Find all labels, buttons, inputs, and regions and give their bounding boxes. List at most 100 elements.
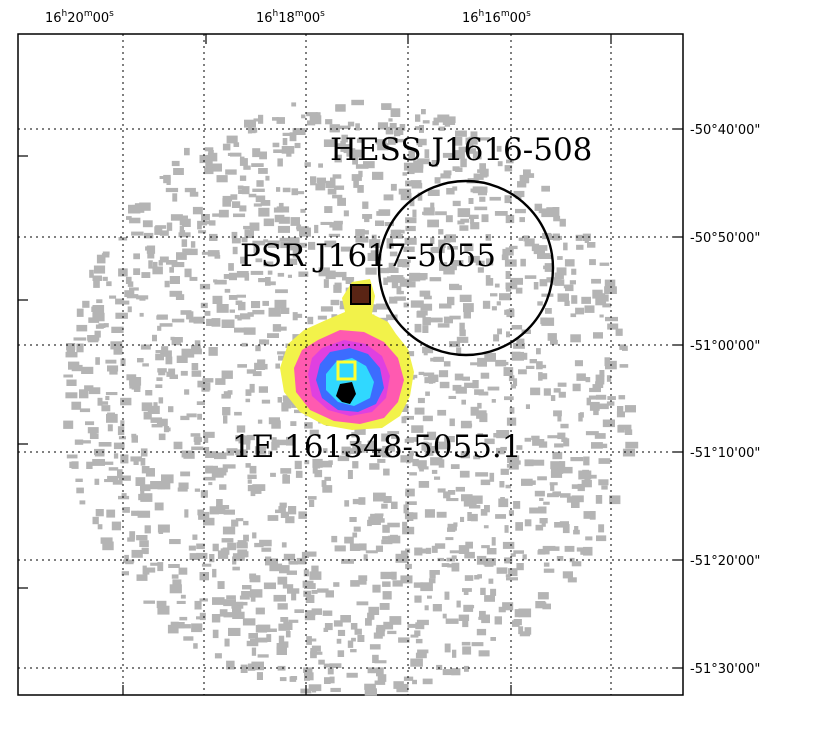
noise-pixel (214, 452, 227, 460)
noise-pixel (337, 650, 345, 657)
noise-pixel (403, 504, 409, 514)
noise-pixel (281, 402, 289, 412)
noise-pixel (400, 575, 413, 584)
noise-pixel (131, 231, 144, 236)
noise-pixel (245, 463, 251, 468)
noise-pixel (276, 117, 285, 124)
noise-pixel (444, 643, 451, 653)
noise-pixel (550, 482, 555, 491)
noise-pixel (541, 208, 555, 218)
noise-pixel (141, 466, 150, 474)
noise-pixel (155, 350, 165, 353)
noise-pixel (392, 580, 403, 587)
noise-pixel (285, 631, 291, 638)
noise-pixel (277, 603, 288, 610)
noise-pixel (525, 365, 535, 369)
noise-pixel (129, 217, 141, 224)
noise-pixel (222, 526, 236, 535)
noise-pixel (273, 207, 284, 213)
noise-pixel (495, 514, 506, 519)
noise-pixel (344, 500, 350, 507)
noise-pixel (458, 146, 468, 153)
noise-pixel (334, 154, 342, 163)
noise-pixel (300, 208, 306, 213)
noise-pixel (410, 180, 422, 187)
noise-pixel (118, 436, 126, 440)
noise-pixel (403, 302, 409, 308)
noise-pixel (252, 148, 261, 158)
noise-pixel (239, 595, 250, 600)
noise-pixel (112, 480, 123, 485)
noise-pixel (462, 646, 472, 655)
noise-pixel (414, 630, 421, 637)
noise-pixel (605, 316, 618, 322)
noise-pixel (414, 547, 423, 556)
noise-pixel (599, 262, 610, 266)
noise-pixel (581, 480, 592, 488)
noise-pixel (212, 597, 225, 605)
noise-pixel (496, 301, 501, 306)
noise-pixel (506, 309, 515, 318)
noise-pixel (437, 557, 444, 562)
noise-pixel (63, 374, 73, 378)
noise-pixel (503, 367, 514, 376)
noise-pixel (547, 435, 559, 439)
noise-pixel (278, 439, 287, 446)
noise-pixel (449, 315, 461, 320)
noise-pixel (204, 167, 214, 175)
noise-pixel (238, 301, 246, 311)
noise-pixel (494, 283, 500, 288)
noise-pixel (239, 205, 247, 212)
noise-pixel (325, 119, 333, 125)
noise-pixel (459, 225, 469, 231)
noise-pixel (542, 603, 551, 610)
noise-pixel (539, 497, 544, 501)
noise-pixel (124, 554, 129, 564)
noise-pixel (469, 256, 474, 261)
noise-pixel (518, 369, 527, 375)
noise-pixel (272, 324, 282, 332)
noise-pixel (524, 627, 532, 635)
noise-pixel (435, 211, 447, 216)
noise-pixel (311, 589, 318, 594)
noise-pixel (556, 556, 564, 561)
noise-pixel (333, 620, 343, 627)
noise-pixel (327, 668, 334, 675)
noise-pixel (468, 141, 474, 148)
noise-pixel (524, 519, 532, 527)
noise-pixel (144, 549, 149, 555)
noise-pixel (146, 245, 156, 254)
noise-pixel (618, 395, 626, 400)
noise-pixel (308, 638, 317, 642)
noise-pixel (377, 674, 387, 682)
noise-pixel (558, 391, 566, 398)
noise-pixel (405, 501, 417, 505)
noise-pixel (113, 345, 123, 355)
noise-pixel (349, 517, 357, 522)
noise-pixel (303, 569, 309, 577)
noise-pixel (531, 459, 545, 466)
noise-pixel (156, 418, 168, 427)
noise-pixel (66, 343, 76, 351)
noise-pixel (231, 238, 241, 244)
noise-pixel (394, 130, 401, 137)
noise-pixel (456, 600, 461, 608)
noise-pixel (271, 420, 281, 429)
noise-pixel (367, 519, 372, 527)
noise-pixel (471, 642, 484, 647)
noise-pixel (389, 251, 398, 257)
noise-pixel (460, 516, 465, 522)
noise-pixel (469, 504, 481, 509)
noise-pixel (323, 663, 337, 668)
noise-pixel (228, 263, 234, 271)
noise-pixel (318, 163, 323, 168)
noise-pixel (205, 158, 213, 168)
noise-pixel (470, 218, 475, 224)
noise-pixel (120, 420, 125, 426)
noise-pixel (303, 667, 313, 673)
noise-pixel (227, 390, 233, 395)
noise-pixel (455, 167, 463, 172)
noise-pixel (179, 616, 188, 621)
noise-pixel (306, 636, 312, 645)
noise-pixel (291, 593, 297, 601)
